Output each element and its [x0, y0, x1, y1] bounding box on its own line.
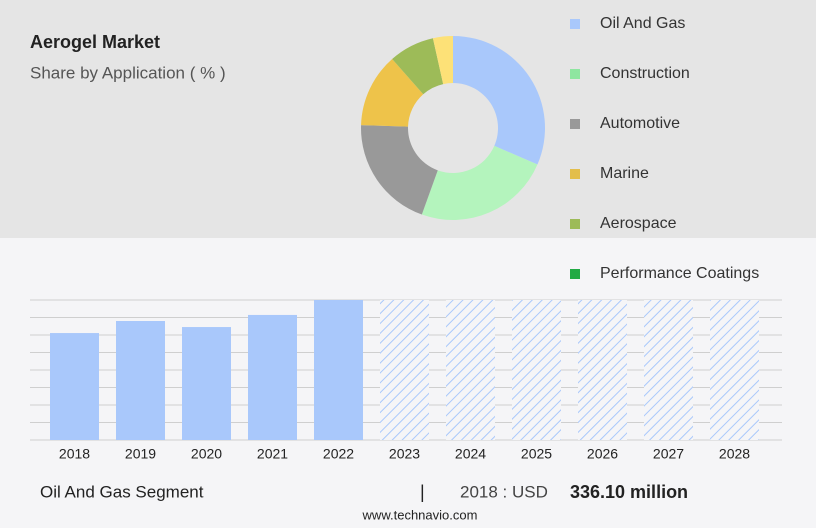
legend-label: Automotive: [600, 115, 680, 132]
donut-slice: [392, 38, 444, 95]
legend-marker: [570, 169, 580, 179]
x-tick-label: 2026: [587, 446, 618, 462]
separator: |: [420, 482, 425, 502]
forecast-bar: [380, 300, 429, 440]
legend-label: Oil And Gas: [600, 15, 685, 32]
legend-marker: [570, 119, 580, 129]
forecast-bar: [512, 300, 561, 440]
forecast-bar: [446, 300, 495, 440]
x-tick-label: 2021: [257, 446, 288, 462]
donut-slice: [432, 36, 453, 85]
x-tick-label: 2025: [521, 446, 552, 462]
x-tick-label: 2027: [653, 446, 684, 462]
legend-marker: [570, 19, 580, 29]
x-tick-label: 2019: [125, 446, 156, 462]
bar: [182, 327, 231, 440]
x-tick-label: 2018: [59, 446, 90, 462]
chart-subtitle: Share by Application ( % ): [30, 63, 226, 82]
legend-marker: [570, 69, 580, 79]
bar: [314, 300, 363, 440]
bar: [50, 333, 99, 440]
source: www.technavio.com: [362, 507, 478, 522]
legend-marker: [570, 219, 580, 229]
legend-label: Aerospace: [600, 215, 677, 232]
x-tick-label: 2020: [191, 446, 222, 462]
chart-title: Aerogel Market: [30, 32, 160, 52]
donut-slice: [361, 58, 424, 127]
x-tick-label: 2024: [455, 446, 486, 462]
donut-slice: [421, 145, 538, 220]
forecast-bar: [710, 300, 759, 440]
year-label: 2018 : USD: [460, 482, 548, 501]
legend-label: Performance Coatings: [600, 265, 759, 282]
segment-label: Oil And Gas Segment: [40, 482, 204, 501]
forecast-bar: [644, 300, 693, 440]
x-tick-label: 2022: [323, 446, 354, 462]
donut-slice: [361, 125, 438, 215]
legend-label: Construction: [600, 65, 690, 82]
forecast-bar: [578, 300, 627, 440]
bar: [116, 321, 165, 440]
donut-slice: [453, 36, 545, 165]
x-tick-label: 2028: [719, 446, 750, 462]
legend-label: Marine: [600, 165, 649, 182]
x-tick-label: 2023: [389, 446, 420, 462]
value-label: 336.10 million: [570, 482, 688, 502]
legend-marker: [570, 269, 580, 279]
bar: [248, 314, 297, 440]
